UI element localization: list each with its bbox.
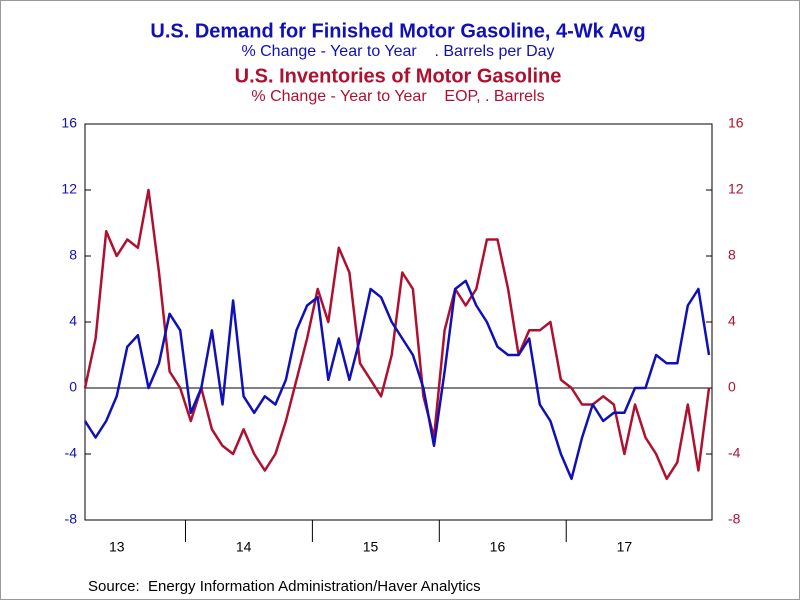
y-tick-label: 8 <box>69 247 77 263</box>
plot-area <box>84 123 713 521</box>
y-tick-label: 0 <box>69 379 77 395</box>
x-tick-label: 15 <box>363 539 379 555</box>
series-title: U.S. Inventories of Motor Gasoline <box>235 65 562 87</box>
y2-tick-label: 12 <box>728 181 744 197</box>
y2-tick-label: -8 <box>728 511 741 527</box>
x-tick-label: 17 <box>617 539 633 555</box>
series-line <box>83 188 711 481</box>
y-tick-label: -8 <box>65 511 78 527</box>
y2-tick-label: 16 <box>728 115 744 131</box>
series-unit: % Change - Year to Year . Barrels per Da… <box>241 43 554 60</box>
y2-tick-label: -4 <box>728 445 741 461</box>
series-unit: % Change - Year to Year EOP, . Barrels <box>251 88 544 105</box>
y-tick-label: 4 <box>69 313 77 329</box>
y-tick-label: 16 <box>61 115 77 131</box>
y2-tick-label: 8 <box>728 247 736 263</box>
series-title: U.S. Demand for Finished Motor Gasoline,… <box>150 20 645 42</box>
y-tick-label: -4 <box>65 445 78 461</box>
x-tick-label: 14 <box>236 539 252 555</box>
x-tick-label: 16 <box>490 539 506 555</box>
x-tick-label: 13 <box>109 539 125 555</box>
source: Source: Energy Information Administratio… <box>88 578 481 595</box>
y2-tick-label: 4 <box>728 313 736 329</box>
series-line <box>83 279 711 481</box>
y-tick-label: 12 <box>61 181 77 197</box>
y2-tick-label: 0 <box>728 379 736 395</box>
